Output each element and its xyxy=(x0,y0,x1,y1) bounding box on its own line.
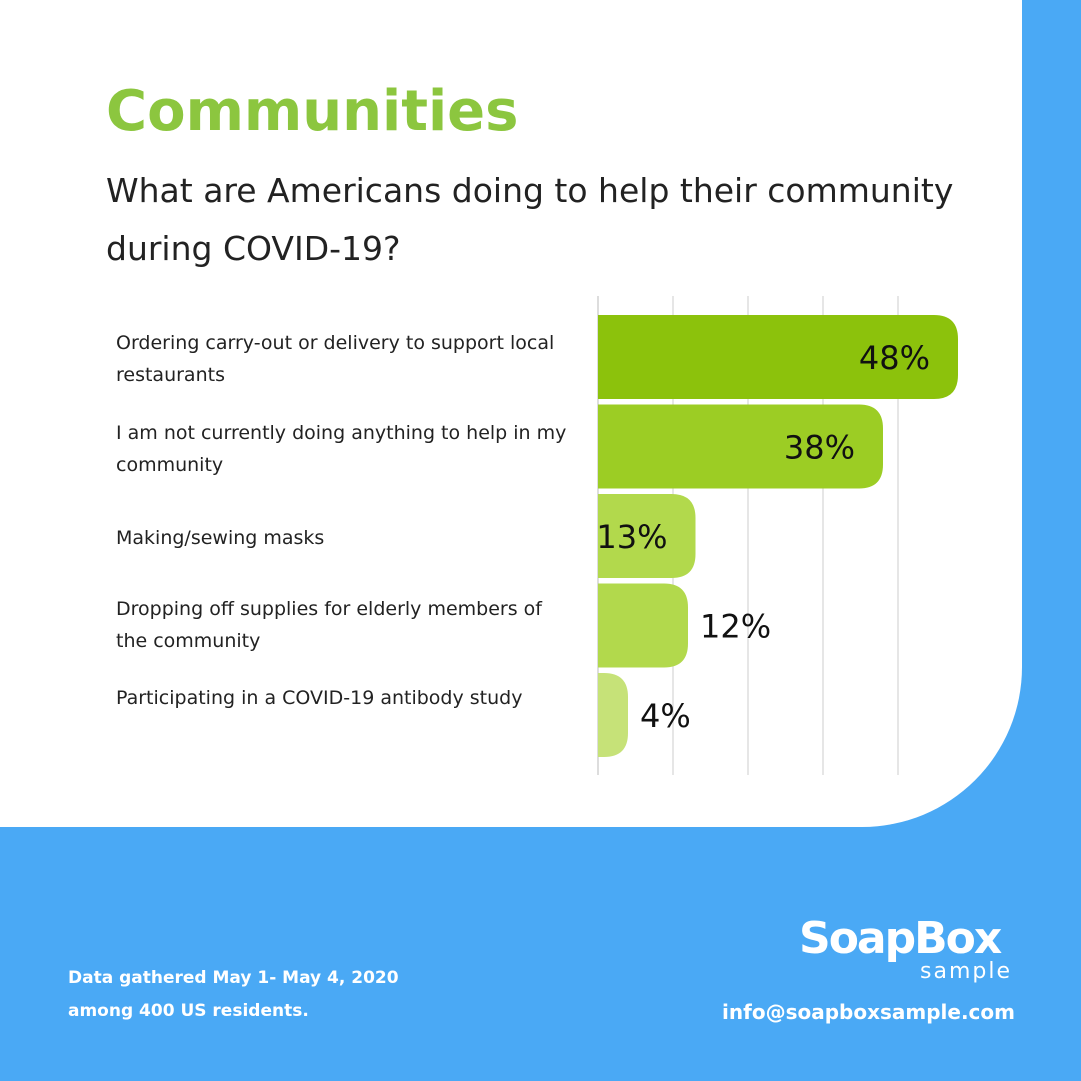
bar xyxy=(598,583,688,668)
bar-value-label: 48% xyxy=(859,339,930,377)
bar xyxy=(598,494,696,578)
contact-email[interactable]: info@soapboxsample.com xyxy=(722,1000,1015,1024)
category-label: I am not currently doing anything to hel… xyxy=(116,422,567,476)
bar-value-label: 12% xyxy=(700,608,771,646)
bar-value-label: 4% xyxy=(640,697,691,735)
bar xyxy=(598,404,883,489)
soapbox-logo: SoapBox sample xyxy=(795,917,1020,987)
data-note: Data gathered May 1- May 4, 2020 among 4… xyxy=(68,962,399,1028)
page-subtitle: What are Americans doing to help their c… xyxy=(106,171,954,268)
category-label: Ordering carry-out or delivery to suppor… xyxy=(116,332,555,386)
category-label: Participating in a COVID-19 antibody stu… xyxy=(116,687,523,709)
bar-value-label: 13% xyxy=(596,518,667,556)
data-note-line: Data gathered May 1- May 4, 2020 xyxy=(68,968,399,988)
logo-subtext: sample xyxy=(920,959,1012,984)
bar-value-label: 38% xyxy=(784,429,855,467)
bar xyxy=(598,673,628,757)
data-note-line: among 400 US residents. xyxy=(68,1001,309,1021)
page-title: Communities xyxy=(106,79,519,144)
logo-wordmark: SoapBox xyxy=(799,913,1002,964)
bar-chart: 48% 38% 13% 12% 4% xyxy=(596,296,958,775)
bar xyxy=(598,315,958,399)
category-label: Dropping off supplies for elderly member… xyxy=(116,598,542,652)
category-label: Making/sewing masks xyxy=(116,527,325,549)
